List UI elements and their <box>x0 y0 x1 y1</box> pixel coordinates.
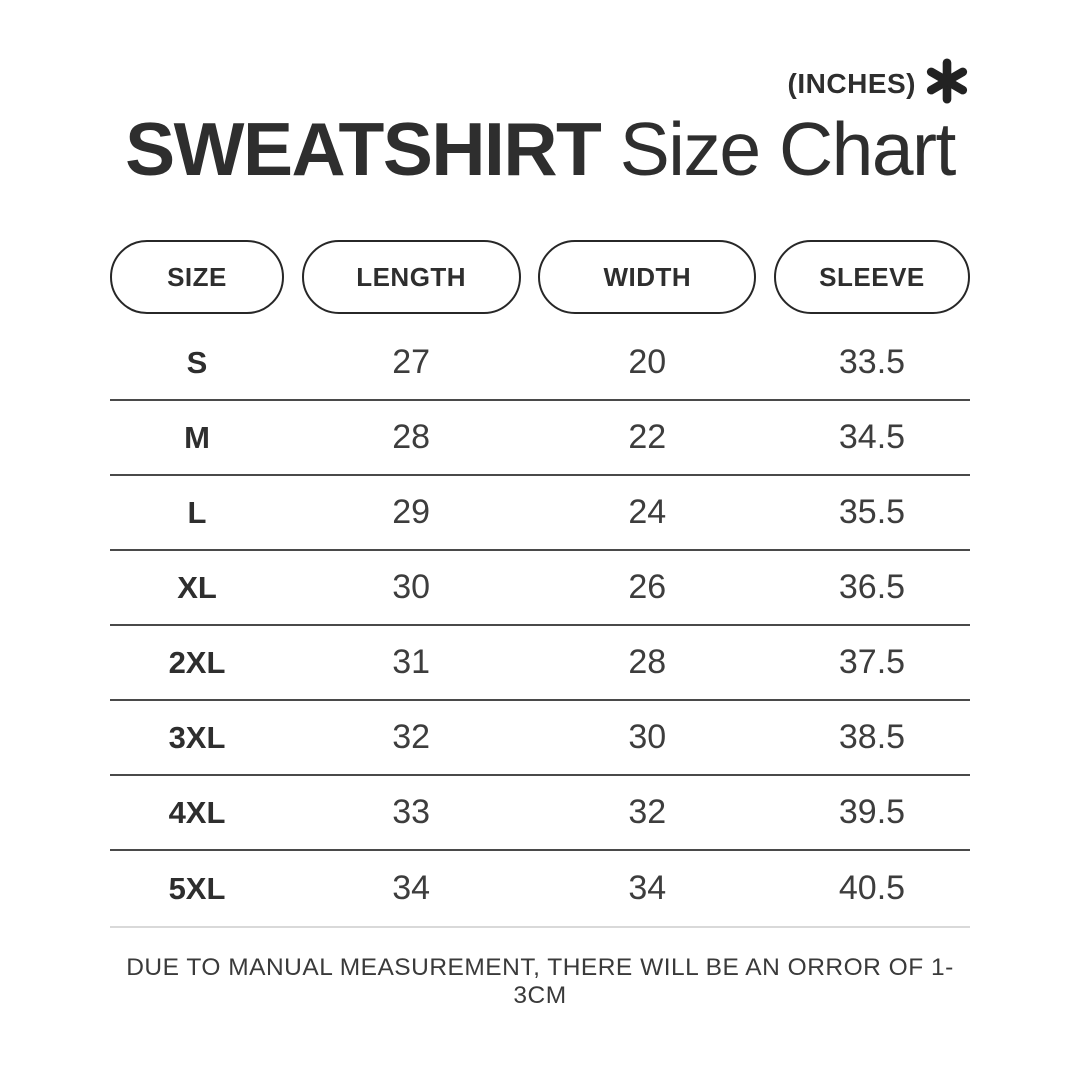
table-row: 4XL 33 32 39.5 <box>110 776 970 851</box>
column-header-label: WIDTH <box>603 261 692 292</box>
column-header-pill: SLEEVE <box>773 240 970 314</box>
width-cell: 34 <box>628 869 667 907</box>
size-cell: XL <box>177 569 217 605</box>
column-header-label: LENGTH <box>356 261 467 292</box>
table-row: S 27 20 33.5 <box>110 326 970 401</box>
column-header-pill: WIDTH <box>538 240 757 314</box>
length-cell: 27 <box>392 343 431 381</box>
sleeve-cell: 34.5 <box>838 418 906 456</box>
size-cell: 2XL <box>168 644 226 680</box>
size-cell: L <box>187 494 207 530</box>
asterisk-icon <box>926 58 968 104</box>
column-header-pill: LENGTH <box>301 240 521 314</box>
width-cell: 32 <box>628 793 667 831</box>
header: (INCHES) SWEATSHIRT Size Chart <box>110 0 970 190</box>
width-cell: 30 <box>628 718 667 756</box>
length-cell: 30 <box>392 568 431 606</box>
table-row: 5XL 34 34 40.5 <box>110 851 970 926</box>
sleeve-cell: 40.5 <box>838 869 906 907</box>
size-cell: 5XL <box>168 870 226 906</box>
measurement-disclaimer: DUE TO MANUAL MEASUREMENT, THERE WILL BE… <box>126 954 954 1009</box>
units-row: (INCHES) <box>110 56 970 106</box>
units-label: (INCHES) <box>787 68 916 99</box>
table-row: L 29 24 35.5 <box>110 476 970 551</box>
column-header-pill: SIZE <box>110 240 284 314</box>
size-cell: 3XL <box>168 719 226 755</box>
page-title: SWEATSHIRT Size Chart <box>110 108 970 190</box>
table-row: 2XL 31 28 37.5 <box>110 626 970 701</box>
size-cell: 4XL <box>168 794 226 830</box>
table-row: 3XL 32 30 38.5 <box>110 701 970 776</box>
width-cell: 20 <box>628 343 667 381</box>
sleeve-cell: 36.5 <box>838 568 906 606</box>
length-cell: 34 <box>392 869 431 907</box>
page-title-primary: SWEATSHIRT <box>125 107 602 191</box>
page-title-secondary: Size Chart <box>619 107 957 191</box>
width-cell: 22 <box>628 418 667 456</box>
size-cell: M <box>184 419 210 455</box>
table-row: XL 30 26 36.5 <box>110 551 970 626</box>
width-cell: 26 <box>628 568 667 606</box>
column-header-row: SIZE LENGTH WIDTH SLEEVE <box>110 240 970 314</box>
length-cell: 33 <box>392 793 431 831</box>
sleeve-cell: 37.5 <box>838 643 906 681</box>
size-cell: S <box>186 344 208 380</box>
length-cell: 29 <box>392 493 431 531</box>
width-cell: 24 <box>628 493 667 531</box>
length-cell: 31 <box>392 643 431 681</box>
sleeve-cell: 39.5 <box>838 793 906 831</box>
width-cell: 28 <box>628 643 667 681</box>
sleeve-cell: 33.5 <box>838 343 906 381</box>
length-cell: 32 <box>392 718 431 756</box>
size-table: S 27 20 33.5 M 28 22 34.5 L 29 24 35.5 X… <box>110 326 970 928</box>
sleeve-cell: 35.5 <box>838 493 906 531</box>
column-header-label: SIZE <box>167 261 227 292</box>
column-header-label: SLEEVE <box>819 261 925 292</box>
sleeve-cell: 38.5 <box>838 718 906 756</box>
length-cell: 28 <box>392 418 431 456</box>
table-row: M 28 22 34.5 <box>110 401 970 476</box>
